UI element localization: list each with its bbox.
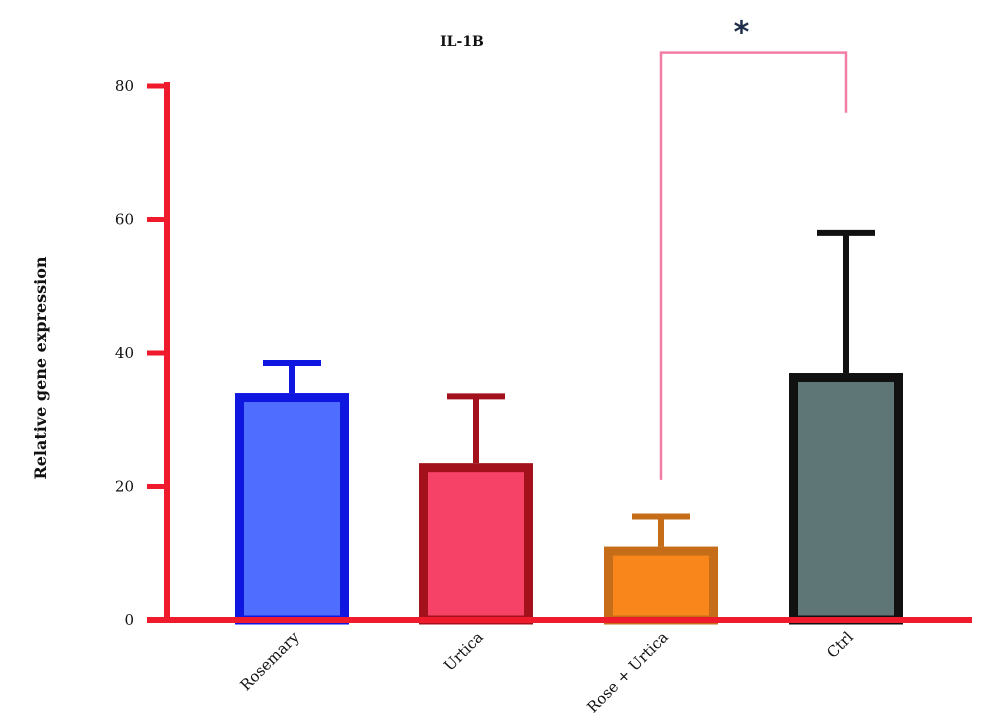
bar-ctrl	[789, 373, 903, 625]
y-axis-label: Relative gene expression	[31, 256, 50, 479]
chart-title: IL-1B	[440, 34, 484, 50]
significance-layer: *	[659, 16, 848, 480]
y-tick-label: 40	[115, 344, 134, 362]
bar-urtica	[419, 463, 533, 625]
y-tick-label: 0	[124, 611, 134, 629]
category-label: Urtica	[440, 628, 487, 675]
y-tick-label: 20	[115, 478, 134, 496]
significance-label: *	[734, 16, 750, 51]
significance-bracket	[659, 51, 848, 480]
category-label: Ctrl	[823, 628, 857, 662]
y-tick-label: 80	[115, 77, 134, 95]
category-label: Rose + Urtica	[583, 628, 671, 716]
category-label: Rosemary	[237, 628, 304, 695]
bars-layer	[235, 229, 903, 625]
y-tick-label: 60	[115, 211, 134, 229]
bar-rose-urtica	[604, 546, 718, 625]
bar-rosemary	[235, 393, 349, 625]
